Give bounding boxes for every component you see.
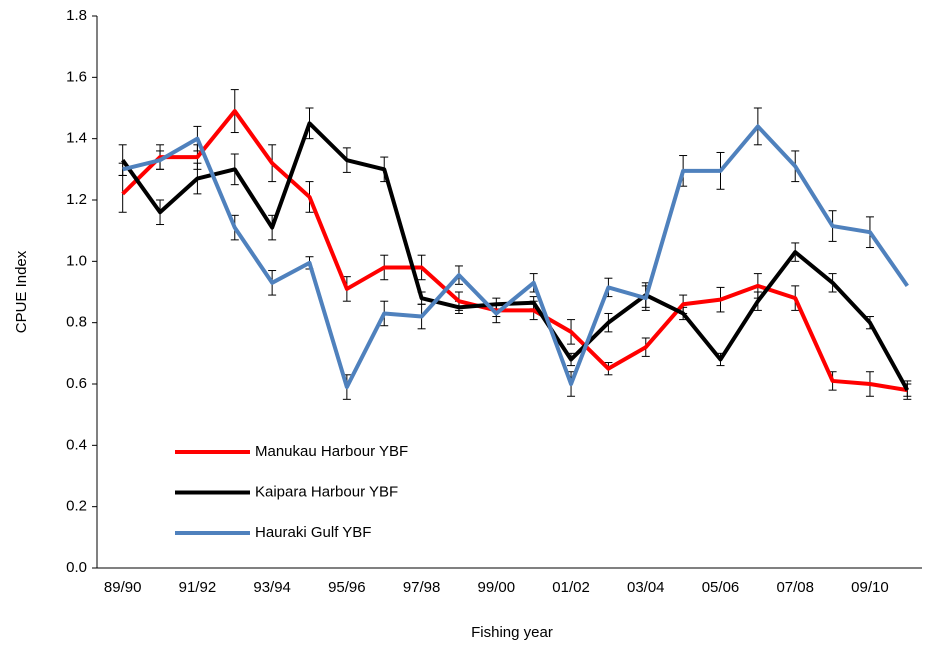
y-tick-label: 1.4 <box>66 130 87 147</box>
x-tick-label: 05/06 <box>702 579 740 596</box>
y-tick-label: 1.6 <box>66 68 87 85</box>
x-tick-label: 07/08 <box>776 579 814 596</box>
x-tick-label: 99/00 <box>478 579 516 596</box>
y-tick-label: 0.8 <box>66 314 87 331</box>
x-axis-title: Fishing year <box>471 624 553 641</box>
x-tick-label: 97/98 <box>403 579 441 596</box>
y-tick-label: 1.2 <box>66 191 87 208</box>
legend-label: Hauraki Gulf YBF <box>255 524 371 541</box>
y-tick-label: 1.8 <box>66 7 87 24</box>
y-tick-label: 0.6 <box>66 375 87 392</box>
x-tick-label: 01/02 <box>552 579 590 596</box>
x-tick-label: 09/10 <box>851 579 889 596</box>
x-tick-label: 03/04 <box>627 579 665 596</box>
y-tick-label: 0.2 <box>66 498 87 515</box>
x-tick-label: 93/94 <box>253 579 291 596</box>
legend-label: Manukau Harbour YBF <box>255 443 408 460</box>
x-tick-label: 89/90 <box>104 579 142 596</box>
legend-label: Kaipara Harbour YBF <box>255 483 398 500</box>
y-tick-label: 0.0 <box>66 559 87 576</box>
y-axis-title: CPUE Index <box>13 250 30 333</box>
x-tick-label: 95/96 <box>328 579 366 596</box>
series-line <box>122 124 909 390</box>
y-tick-label: 1.0 <box>66 252 87 269</box>
y-tick-label: 0.4 <box>66 436 87 453</box>
series-line <box>121 121 910 392</box>
series-line <box>121 109 908 393</box>
x-tick-label: 91/92 <box>179 579 217 596</box>
